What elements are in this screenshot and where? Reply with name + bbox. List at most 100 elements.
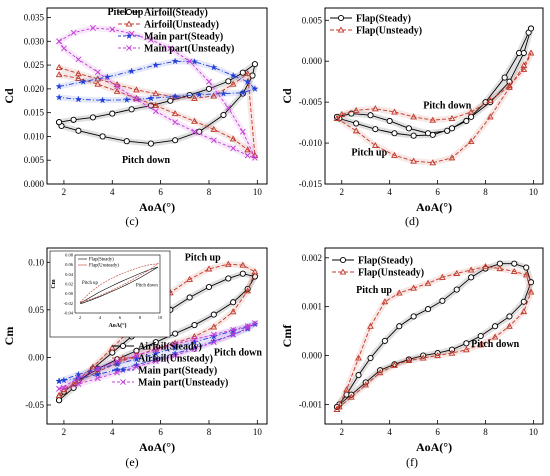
data-point (90, 25, 96, 31)
data-point (367, 354, 374, 362)
data-point (220, 111, 227, 119)
inset-x-tick-label: 2 (79, 315, 81, 320)
data-point (74, 95, 83, 103)
data-point (347, 393, 355, 400)
data-point (239, 261, 247, 268)
data-point (381, 298, 389, 305)
inset-series-line (79, 263, 160, 303)
data-point (230, 331, 237, 338)
data-point (386, 117, 393, 125)
data-point (224, 260, 232, 267)
data-point (55, 71, 63, 78)
data-point (444, 127, 451, 134)
data-point (55, 82, 63, 90)
legend: Flap(Steady)Flap(Unsteady) (330, 14, 422, 37)
data-point (371, 105, 379, 112)
plot-frame (324, 247, 544, 425)
x-tick-label: 10 (253, 187, 263, 197)
data-point (338, 110, 346, 117)
data-point (439, 297, 446, 304)
data-point (333, 405, 341, 412)
data-point (511, 260, 518, 267)
data-point (171, 110, 179, 117)
y-tick-label: 0.020 (24, 84, 45, 94)
legend: Flap(Steady)Flap(Unsteady) (332, 256, 424, 279)
data-point (343, 386, 350, 393)
data-point (55, 391, 63, 398)
data-point (152, 108, 159, 115)
data-point (453, 269, 461, 276)
series-Main part(Unsteady) (56, 24, 258, 161)
legend-marker (337, 26, 345, 33)
data-point (56, 385, 63, 392)
data-point (171, 92, 179, 100)
data-point (114, 83, 121, 90)
legend-marker (339, 256, 347, 264)
data-point (229, 135, 237, 142)
data-point (410, 313, 417, 320)
data-point (448, 154, 456, 161)
legend-marker (125, 8, 133, 16)
inset-x-axis-label: AoA(°) (108, 322, 126, 329)
data-point (152, 339, 159, 346)
y-tick-label: 0.030 (24, 36, 45, 46)
legend-entry: Flap(Unsteady) (358, 268, 424, 279)
data-point (520, 49, 527, 57)
data-point (419, 354, 427, 361)
data-point (152, 61, 160, 69)
y-tick-label: -0.05 (25, 400, 44, 410)
data-point (205, 85, 213, 92)
data-point (467, 108, 475, 115)
data-point (429, 116, 437, 123)
x-tick-label: 6 (158, 427, 163, 437)
data-point (353, 120, 360, 127)
data-point (94, 365, 101, 372)
data-point (477, 332, 484, 340)
data-point (210, 125, 218, 132)
data-point (108, 344, 116, 351)
data-point (527, 49, 535, 56)
data-point (167, 45, 174, 52)
data-point (372, 126, 379, 133)
data-point (210, 323, 218, 330)
inset-x-tick-label: 4 (99, 315, 102, 320)
data-point (239, 270, 246, 277)
data-point (239, 88, 247, 96)
data-point (230, 326, 237, 333)
data-point (94, 370, 102, 378)
data-point (210, 331, 217, 338)
data-point (186, 294, 193, 301)
data-point (195, 90, 203, 98)
data-point (244, 324, 251, 331)
data-point (251, 320, 258, 327)
data-point (434, 352, 441, 359)
y-tick-label: 0.00 (28, 352, 44, 362)
data-point (333, 114, 341, 122)
series-line (58, 67, 256, 157)
data-point (510, 267, 518, 274)
data-point (172, 341, 179, 348)
data-point (405, 356, 413, 363)
data-point (191, 117, 198, 124)
data-point (79, 77, 87, 85)
data-point (167, 97, 174, 104)
data-point (429, 159, 437, 166)
data-point (186, 58, 193, 65)
data-point (496, 265, 504, 272)
x-tick-label: 4 (110, 427, 115, 437)
inset-y-tick-label: 0.00 (65, 291, 74, 296)
annotation: Pitch up (356, 285, 392, 296)
panel-label: (c) (125, 214, 138, 228)
x-tick-label: 6 (435, 187, 440, 197)
data-point (75, 381, 82, 387)
data-point (429, 131, 436, 138)
data-point (506, 83, 513, 90)
data-point (172, 330, 179, 337)
data-point (362, 381, 370, 388)
data-point (55, 63, 63, 70)
data-point (468, 274, 475, 281)
data-point (244, 70, 252, 77)
y-tick-label: -0.010 (299, 138, 323, 148)
data-point (251, 85, 259, 92)
